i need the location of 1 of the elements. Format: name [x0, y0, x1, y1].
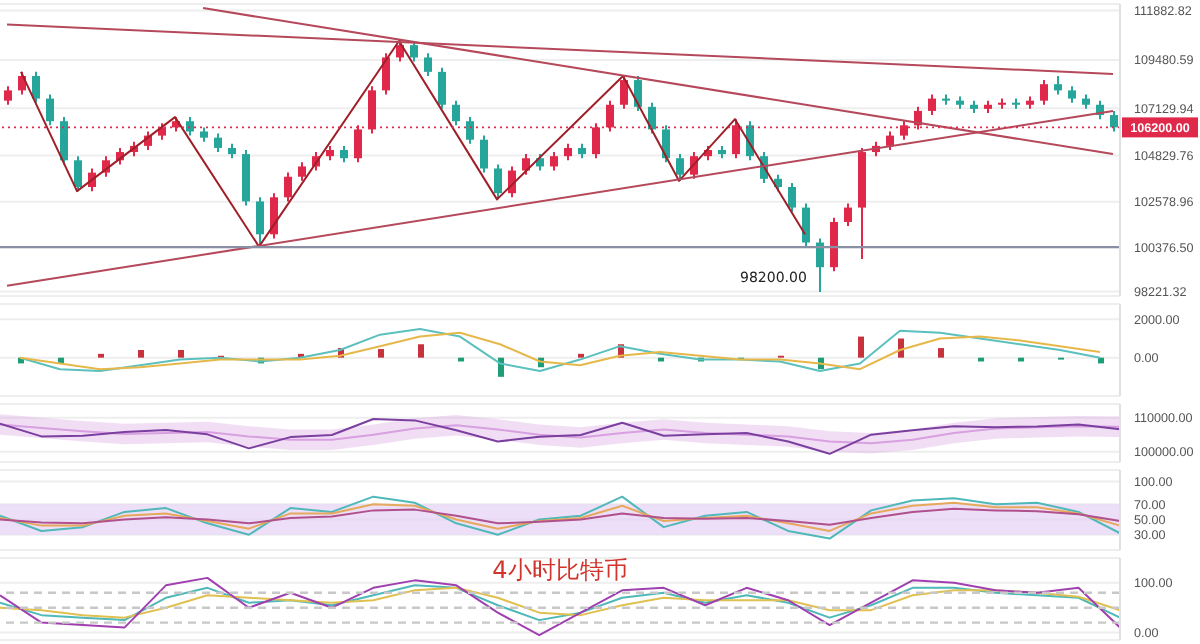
annotation: 4小时比特币: [490, 556, 630, 585]
